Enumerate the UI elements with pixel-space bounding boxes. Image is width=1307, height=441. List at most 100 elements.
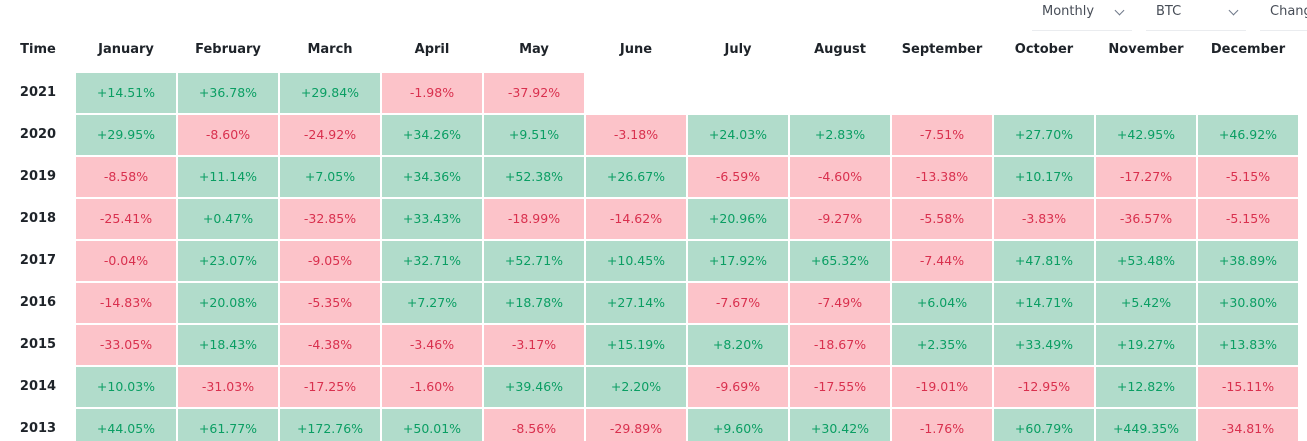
- return-cell: -17.25%: [280, 367, 380, 407]
- return-cell: -8.56%: [484, 409, 584, 441]
- row-year: 2016: [19, 295, 57, 310]
- row-year: 2018: [19, 211, 57, 226]
- return-cell: +11.14%: [178, 157, 278, 197]
- return-cell: +50.01%: [382, 409, 482, 441]
- return-cell: -5.35%: [280, 283, 380, 323]
- return-cell: +10.17%: [994, 157, 1094, 197]
- return-cell: -13.38%: [892, 157, 992, 197]
- return-cell: +29.95%: [76, 115, 176, 155]
- return-cell: -19.01%: [892, 367, 992, 407]
- return-cell: +65.32%: [790, 241, 890, 281]
- return-cell: +9.51%: [484, 115, 584, 155]
- return-cell: -37.92%: [484, 73, 584, 113]
- return-cell: +15.19%: [586, 325, 686, 365]
- return-cell: +7.05%: [280, 157, 380, 197]
- return-cell: -0.04%: [76, 241, 176, 281]
- return-cell: -12.95%: [994, 367, 1094, 407]
- asset-value: BTC: [1156, 4, 1182, 19]
- column-header: January: [98, 42, 154, 57]
- period-dropdown[interactable]: Monthly: [1032, 0, 1132, 31]
- column-header: August: [814, 42, 866, 57]
- column-header: December: [1210, 42, 1286, 57]
- return-cell: +24.03%: [688, 115, 788, 155]
- column-header: March: [307, 42, 353, 57]
- return-cell: -4.60%: [790, 157, 890, 197]
- row-year: 2017: [19, 253, 57, 268]
- return-cell: +53.48%: [1096, 241, 1196, 281]
- column-header: February: [195, 42, 261, 57]
- column-header: June: [619, 42, 653, 57]
- return-cell: +14.51%: [76, 73, 176, 113]
- mode-dropdown[interactable]: Chang: [1260, 0, 1307, 31]
- return-cell: +52.38%: [484, 157, 584, 197]
- return-cell: -9.27%: [790, 199, 890, 239]
- return-cell: +30.80%: [1198, 283, 1298, 323]
- row-year: 2021: [19, 85, 57, 100]
- return-cell: +9.60%: [688, 409, 788, 441]
- return-cell: +18.78%: [484, 283, 584, 323]
- return-cell: +52.71%: [484, 241, 584, 281]
- column-header: July: [724, 42, 752, 57]
- return-cell: +61.77%: [178, 409, 278, 441]
- return-cell: +2.20%: [586, 367, 686, 407]
- return-cell: -14.83%: [76, 283, 176, 323]
- return-cell: +19.27%: [1096, 325, 1196, 365]
- return-cell: +30.42%: [790, 409, 890, 441]
- return-cell: -9.69%: [688, 367, 788, 407]
- return-cell: +20.08%: [178, 283, 278, 323]
- return-cell: -5.15%: [1198, 199, 1298, 239]
- return-cell: -14.62%: [586, 199, 686, 239]
- return-cell: +27.70%: [994, 115, 1094, 155]
- return-cell: +39.46%: [484, 367, 584, 407]
- return-cell: -17.55%: [790, 367, 890, 407]
- return-cell: +60.79%: [994, 409, 1094, 441]
- return-cell: -32.85%: [280, 199, 380, 239]
- return-cell: +12.82%: [1096, 367, 1196, 407]
- return-cell: +17.92%: [688, 241, 788, 281]
- return-cell: +2.35%: [892, 325, 992, 365]
- return-cell: +46.92%: [1198, 115, 1298, 155]
- row-year: 2015: [19, 337, 57, 352]
- return-cell: -36.57%: [1096, 199, 1196, 239]
- asset-dropdown[interactable]: BTC: [1146, 0, 1246, 31]
- return-cell: +44.05%: [76, 409, 176, 441]
- column-header: September: [901, 42, 983, 57]
- return-cell: -31.03%: [178, 367, 278, 407]
- return-cell: -4.38%: [280, 325, 380, 365]
- return-cell: -3.83%: [994, 199, 1094, 239]
- column-header: November: [1108, 42, 1184, 57]
- return-cell: -7.51%: [892, 115, 992, 155]
- return-cell: +6.04%: [892, 283, 992, 323]
- return-cell: +7.27%: [382, 283, 482, 323]
- return-cell: +5.42%: [1096, 283, 1196, 323]
- return-cell: -1.98%: [382, 73, 482, 113]
- return-cell: -29.89%: [586, 409, 686, 441]
- row-year: 2019: [19, 169, 57, 184]
- return-cell: +36.78%: [178, 73, 278, 113]
- return-cell: -7.67%: [688, 283, 788, 323]
- return-cell: -8.58%: [76, 157, 176, 197]
- return-cell: +34.26%: [382, 115, 482, 155]
- return-cell: -5.15%: [1198, 157, 1298, 197]
- row-year: 2020: [19, 127, 57, 142]
- return-cell: +26.67%: [586, 157, 686, 197]
- return-cell: +23.07%: [178, 241, 278, 281]
- return-cell: +42.95%: [1096, 115, 1196, 155]
- return-cell: +18.43%: [178, 325, 278, 365]
- return-cell: -1.60%: [382, 367, 482, 407]
- row-year: 2014: [19, 379, 57, 394]
- return-cell: -7.49%: [790, 283, 890, 323]
- chevron: [1114, 5, 1125, 16]
- return-cell: +34.36%: [382, 157, 482, 197]
- period-value: Monthly: [1042, 4, 1095, 19]
- column-header: May: [519, 42, 549, 57]
- return-cell: -7.44%: [892, 241, 992, 281]
- return-cell: +172.76%: [280, 409, 380, 441]
- return-cell: -9.05%: [280, 241, 380, 281]
- return-cell: -25.41%: [76, 199, 176, 239]
- return-cell: -33.05%: [76, 325, 176, 365]
- return-cell: +47.81%: [994, 241, 1094, 281]
- return-cell: +0.47%: [178, 199, 278, 239]
- return-cell: +29.84%: [280, 73, 380, 113]
- return-cell: -18.99%: [484, 199, 584, 239]
